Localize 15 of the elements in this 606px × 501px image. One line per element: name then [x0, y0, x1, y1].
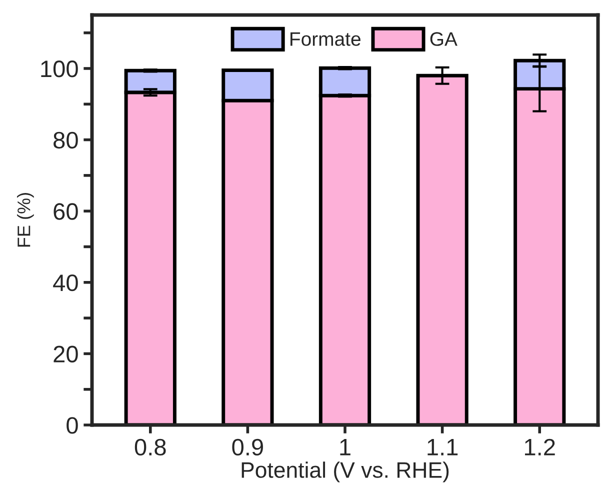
y-tick-label: 20: [54, 346, 78, 362]
y-tick-label: 80: [54, 132, 78, 149]
x-tick-label: 0.9: [232, 438, 263, 456]
y-tick-label: 40: [53, 274, 78, 292]
legend-label: GA: [430, 32, 458, 46]
x-axis-title: Potential (V vs. RHE): [242, 462, 449, 482]
y-axis-title: FE (%): [17, 193, 34, 247]
y-tick-label: 100: [41, 60, 78, 78]
legend-label: Formate: [290, 32, 360, 46]
y-tick-label: 0: [66, 417, 78, 434]
x-tick-label: 1.2: [525, 438, 555, 456]
y-tick-label: 60: [54, 203, 78, 220]
x-tick-label: 1: [340, 439, 350, 456]
x-tick-label: 0.8: [134, 438, 166, 456]
x-tick-label: 1.1: [428, 439, 458, 456]
